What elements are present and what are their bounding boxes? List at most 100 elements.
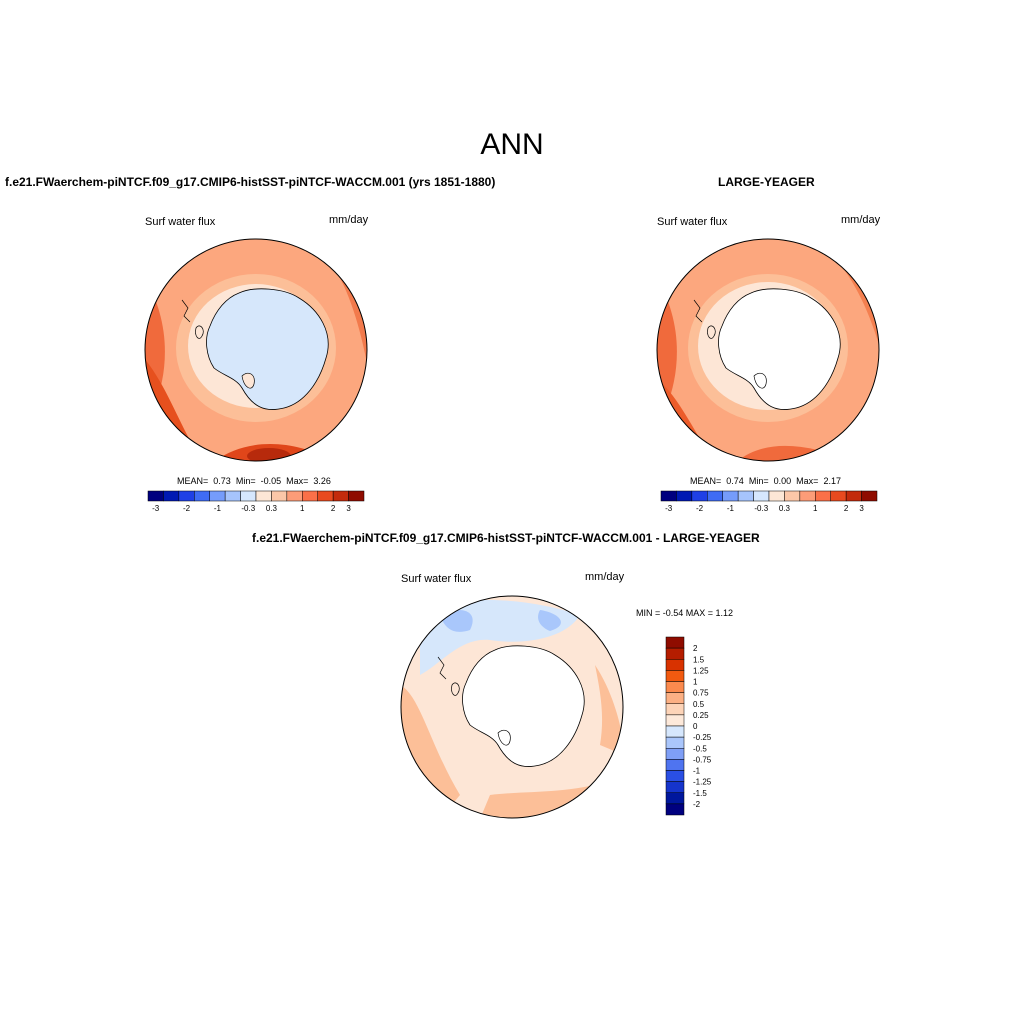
- colorbar-tick-label: 1: [300, 504, 305, 513]
- colorbar-swatch: [784, 490, 801, 502]
- obs-stats: MEAN= 0.74 Min= 0.00 Max= 2.17: [690, 476, 841, 486]
- diff-colorbar-tick-label: 1: [693, 678, 698, 687]
- model-units-label: mm/day: [329, 214, 369, 226]
- colorbar-swatch: [861, 490, 878, 502]
- colorbar-tick-label: -2: [696, 504, 704, 513]
- colorbar-swatch: [768, 490, 785, 502]
- diff-colorbar-tick-label: -1.25: [693, 778, 712, 787]
- colorbar-swatch: [255, 490, 272, 502]
- diff-colorbar-swatch: [665, 714, 685, 727]
- diff-colorbar-swatch: [665, 725, 685, 738]
- colorbar-tick-label: 2: [331, 504, 336, 513]
- colorbar-swatch: [799, 490, 816, 502]
- diff-colorbar-swatch: [665, 736, 685, 749]
- colorbar-swatch: [194, 490, 210, 502]
- colorbar-swatch: [722, 490, 739, 502]
- model-mean-label: MEAN=: [177, 476, 209, 486]
- diff-colorbar-tick-label: 0.5: [693, 700, 705, 709]
- colorbar-swatch: [163, 490, 180, 502]
- obs-min-value: 0.00: [773, 476, 792, 486]
- colorbar-swatch: [660, 490, 677, 502]
- model-colorbar: -3 -2 -1 -0.3 0.3 1 2 3: [147, 490, 365, 513]
- model-max-value: 3.26: [313, 476, 331, 486]
- model-polar-map: [144, 238, 368, 462]
- diff-colorbar-tick-label: -0.75: [693, 755, 712, 764]
- diff-colorbar-swatch: [665, 659, 685, 671]
- figure-title: ANN: [480, 128, 544, 161]
- colorbar-swatch: [178, 490, 195, 502]
- model-stats: MEAN= 0.73 Min= -0.05 Max= 3.26: [177, 476, 331, 486]
- obs-units-label: mm/day: [841, 214, 881, 226]
- colorbar-swatch: [271, 490, 288, 502]
- diff-variable-label: Surf water flux: [401, 573, 472, 585]
- colorbar-swatch: [317, 490, 334, 502]
- diff-colorbar-tick-label: -1: [693, 767, 701, 776]
- colorbar-swatch: [348, 490, 365, 502]
- diff-range-text: MIN = -0.54 MAX = 1.12: [636, 608, 734, 618]
- diff-colorbar-swatch: [665, 803, 685, 816]
- diff-colorbar-swatch: [665, 692, 685, 704]
- colorbar-swatch: [830, 490, 847, 502]
- diff-colorbar-tick-label: 1.5: [693, 655, 705, 664]
- diff-panel-title: f.e21.FWaerchem-piNTCF.f09_g17.CMIP6-his…: [252, 531, 760, 545]
- diff-colorbar-tick-label: 1.25: [693, 666, 709, 675]
- colorbar-swatch: [753, 490, 770, 502]
- colorbar-swatch: [815, 490, 831, 502]
- colorbar-swatch: [286, 490, 303, 502]
- diff-colorbar-tick-label: 0.25: [693, 711, 709, 720]
- diff-colorbar-swatch: [665, 792, 685, 805]
- diff-colorbar-swatch: [665, 703, 685, 716]
- colorbar-tick-label: -1: [214, 504, 222, 513]
- obs-max-value: 2.17: [823, 476, 841, 486]
- diff-colorbar-swatch: [665, 781, 685, 793]
- colorbar-swatch: [302, 490, 318, 502]
- colorbar-swatch: [737, 490, 754, 502]
- colorbar-swatch: [707, 490, 723, 502]
- diff-colorbar-tick-label: -0.25: [693, 733, 712, 742]
- obs-polar-map: [656, 238, 880, 462]
- model-max-label: Max=: [286, 476, 309, 486]
- colorbar-swatch: [676, 490, 693, 502]
- diff-colorbar-swatch: [665, 759, 685, 771]
- colorbar-tick-label: -0.3: [241, 504, 255, 513]
- obs-panel-title: LARGE-YEAGER: [718, 175, 815, 189]
- diff-colorbar-tick-label: 0: [693, 722, 698, 731]
- diff-colorbar-tick-label: -0.5: [693, 744, 707, 753]
- colorbar-swatch: [209, 490, 226, 502]
- diff-colorbar-swatch: [665, 636, 685, 649]
- colorbar-swatch: [147, 490, 164, 502]
- model-mean-value: 0.73: [213, 476, 231, 486]
- diff-colorbar-swatch: [665, 770, 685, 782]
- diff-colorbar-swatch: [665, 670, 685, 682]
- obs-min-label: Min=: [748, 476, 769, 486]
- obs-max-label: Max=: [796, 476, 819, 486]
- colorbar-tick-label: -1: [727, 504, 735, 513]
- colorbar-swatch: [240, 490, 257, 502]
- colorbar-tick-label: 3: [346, 504, 351, 513]
- colorbar-tick-label: -0.3: [754, 504, 768, 513]
- colorbar-swatch: [224, 490, 241, 502]
- diff-colorbar-tick-label: -2: [693, 800, 701, 809]
- colorbar-tick-label: 3: [859, 504, 864, 513]
- colorbar-tick-label: 0.3: [266, 504, 278, 513]
- diff-colorbar-swatch: [665, 647, 685, 660]
- diff-polar-map: [400, 595, 624, 819]
- colorbar-tick-label: -3: [665, 504, 673, 513]
- obs-mean-value: 0.74: [726, 476, 744, 486]
- diff-units-label: mm/day: [585, 571, 625, 583]
- colorbar-tick-label: 0.3: [779, 504, 791, 513]
- colorbar-swatch: [332, 490, 349, 502]
- diff-colorbar: 2 1.5 1.25 1 0.75 0.5 0.25 0 -0.25 -0.5 -0.75 -1 -1.…: [665, 636, 712, 816]
- model-panel-title: f.e21.FWaerchem-piNTCF.f09_g17.CMIP6-his…: [5, 175, 496, 189]
- colorbar-swatch: [691, 490, 708, 502]
- obs-colorbar: -3 -2 -1 -0.3 0.3 1 2 3: [660, 490, 878, 513]
- colorbar-tick-label: -2: [183, 504, 191, 513]
- model-min-label: Min=: [235, 476, 256, 486]
- diff-colorbar-swatch: [665, 748, 685, 760]
- colorbar-tick-label: -3: [152, 504, 160, 513]
- colorbar-tick-label: 1: [813, 504, 818, 513]
- model-variable-label: Surf water flux: [145, 216, 216, 228]
- diff-colorbar-tick-label: 0.75: [693, 689, 709, 698]
- diff-colorbar-tick-label: -1.5: [693, 789, 707, 798]
- colorbar-tick-label: 2: [844, 504, 849, 513]
